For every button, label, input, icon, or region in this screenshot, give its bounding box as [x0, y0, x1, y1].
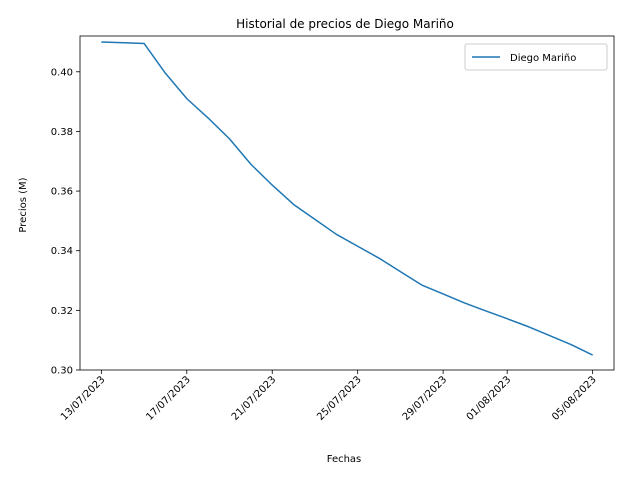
- x-axis-label: Fechas: [327, 454, 362, 465]
- y-tick-label: 0.38: [51, 127, 73, 138]
- chart-title: Historial de precios de Diego Mariño: [236, 17, 454, 31]
- y-tick-label: 0.30: [51, 366, 73, 377]
- y-tick-label: 0.36: [51, 187, 73, 198]
- axes-frame: [79, 35, 615, 371]
- y-tick-label: 0.32: [51, 306, 73, 317]
- series-line-0: [101, 41, 593, 356]
- y-tick-label: 0.34: [51, 246, 73, 257]
- y-tick-label: 0.40: [51, 67, 73, 78]
- legend-label: Diego Mariño: [510, 53, 576, 64]
- legend: Diego Mariño: [464, 43, 608, 71]
- y-axis-label: Precios (M): [18, 177, 29, 232]
- legend-box: [464, 43, 608, 71]
